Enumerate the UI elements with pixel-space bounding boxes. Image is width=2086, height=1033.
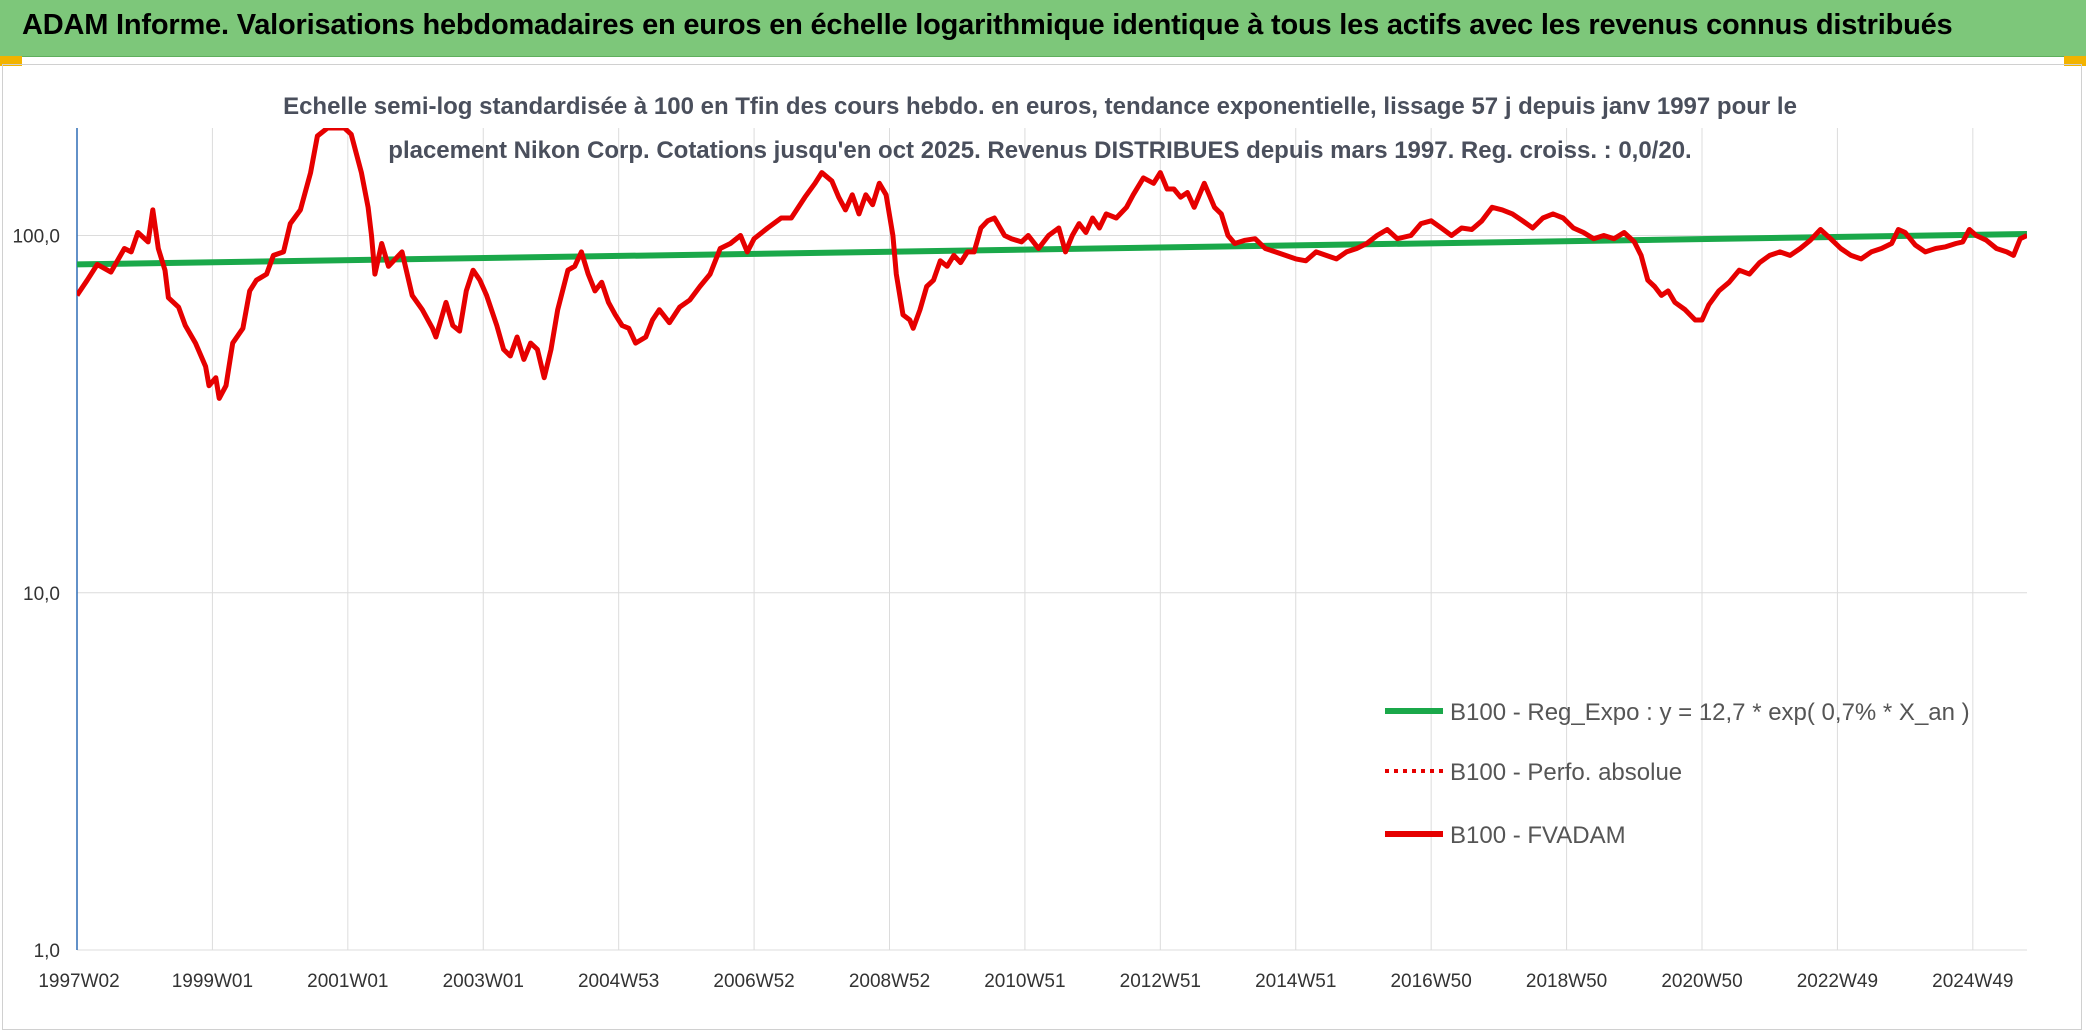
x-tick-label: 2003W01 (443, 971, 524, 992)
legend-item-perfo-absolue-label: B100 - Perfo. absolue (1450, 759, 1682, 786)
x-tick-label: 2012W51 (1120, 971, 1201, 992)
x-tick-label: 2014W51 (1255, 971, 1336, 992)
y-tick-label: 1,0 (34, 941, 60, 962)
x-tick-label: 2001W01 (307, 971, 388, 992)
x-tick-label: 2016W50 (1390, 971, 1471, 992)
chart-frame (2, 64, 2082, 1030)
x-tick-label: 1999W01 (172, 971, 253, 992)
legend-item-fvadam-label: B100 - FVADAM (1450, 822, 1626, 849)
legend-item-regression-label: B100 - Reg_Expo : y = 12,7 * exp( 0,7% *… (1450, 699, 1970, 726)
report-banner: ADAM Informe. Valorisations hebdomadaire… (0, 0, 2086, 57)
report-title: ADAM Informe. Valorisations hebdomadaire… (22, 9, 1953, 41)
x-tick-label: 2020W50 (1661, 971, 1742, 992)
x-tick-label: 2010W51 (984, 971, 1065, 992)
chart-title-line: Echelle semi-log standardisée à 100 en T… (283, 93, 1797, 120)
series-line-fvadam (77, 128, 2027, 401)
x-tick-label: 2008W52 (849, 971, 930, 992)
y-tick-label: 10,0 (23, 584, 60, 605)
x-tick-label: 2006W52 (713, 971, 794, 992)
x-tick-label: 1997W02 (38, 971, 119, 992)
y-tick-label: 100,0 (12, 227, 60, 248)
x-tick-label: 2004W53 (578, 971, 659, 992)
x-tick-label: 2024W49 (1932, 971, 2013, 992)
chart-title-line: placement Nikon Corp. Cotations jusqu'en… (388, 137, 1691, 164)
x-tick-label: 2022W49 (1797, 971, 1878, 992)
x-tick-label: 2018W50 (1526, 971, 1607, 992)
corner-marker-left (0, 56, 22, 66)
corner-marker-right (2064, 56, 2086, 66)
